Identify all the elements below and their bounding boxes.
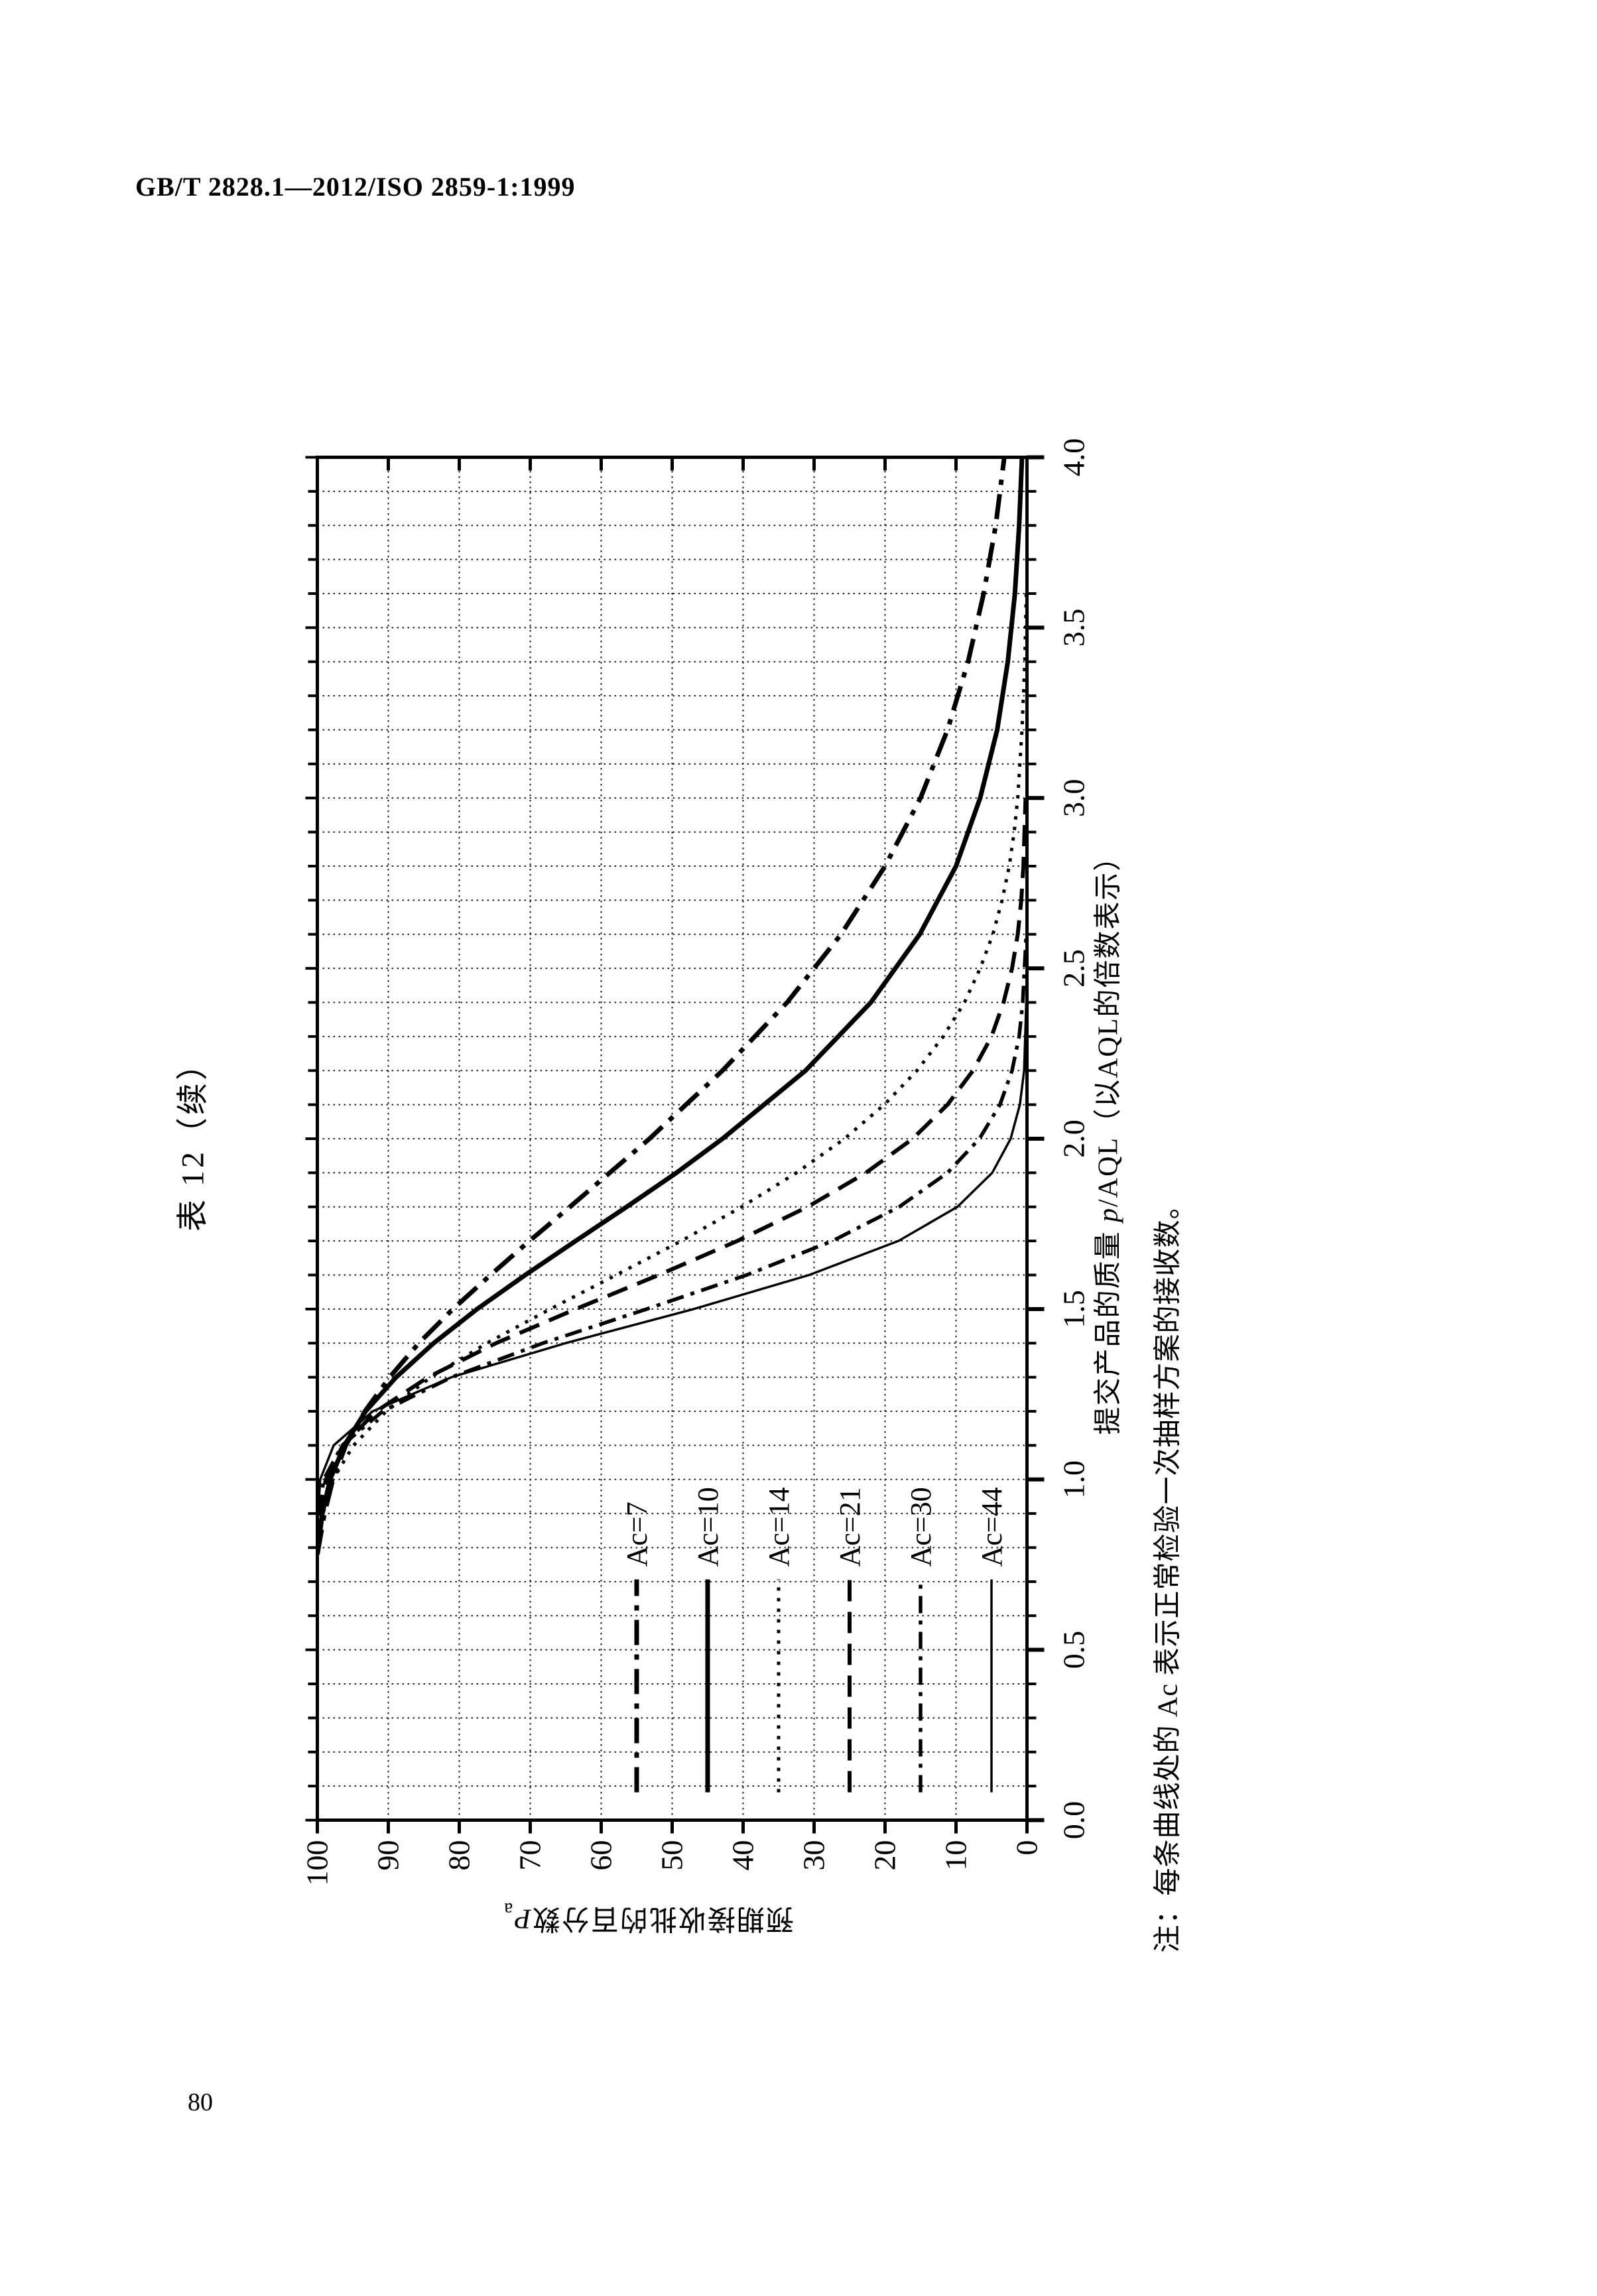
x-tick-label: 1.0 (1057, 1460, 1091, 1499)
chart-note: 注：每条曲线处的 Ac 表示正常检验一次抽样方案的接收数。 (1153, 1190, 1184, 1953)
legend-label-ac-10: Ac=10 (692, 1487, 724, 1566)
y-tick-label: 60 (584, 1840, 618, 1871)
y-tick-label: 80 (442, 1840, 476, 1871)
x-axis-title: 提交产品的质量 p/AQL（以AQL的倍数表示） (1086, 608, 1126, 1669)
y-tick-label: 50 (655, 1840, 689, 1871)
oc-curve-ac-21 (318, 798, 1026, 1548)
y-tick-label: 10 (939, 1840, 973, 1871)
legend-label-ac-44: Ac=44 (976, 1487, 1008, 1566)
x-tick-label: 3.0 (1057, 779, 1091, 818)
x-axis-title-prefix: 提交产品的质量 (1093, 1222, 1124, 1435)
y-tick-label: 30 (797, 1840, 831, 1871)
x-tick-label: 3.5 (1057, 609, 1091, 647)
x-tick-label: 4.0 (1057, 438, 1091, 477)
standard-number-header: GB/T 2828.1—2012/ISO 2859-1:1999 (135, 172, 576, 202)
legend-label-ac-14: Ac=14 (763, 1487, 795, 1566)
x-tick-label: 0.5 (1057, 1631, 1091, 1669)
y-axis-title-subscript: a (503, 1899, 513, 1921)
oc-curve-ac-44 (318, 1002, 1026, 1548)
page-number: 80 (188, 2088, 213, 2116)
legend-label-ac-30: Ac=30 (905, 1487, 937, 1566)
y-tick-label: 40 (726, 1840, 760, 1871)
y-tick-label: 20 (868, 1840, 902, 1871)
y-tick-label: 70 (513, 1840, 547, 1871)
oc-curve-ac-30 (318, 934, 1026, 1548)
y-axis-title-prefix: 预期接收批的百分数 (531, 1903, 794, 1934)
x-tick-label: 1.5 (1057, 1290, 1091, 1328)
x-axis-title-suffix: /AQL（以AQL的倍数表示） (1093, 842, 1124, 1207)
y-tick-label: 100 (300, 1840, 334, 1886)
chart-title: 表 12（续） (175, 1046, 211, 1232)
y-tick-label: 90 (371, 1840, 405, 1871)
x-tick-label: 2.5 (1057, 949, 1091, 988)
oc-curve-ac-14 (318, 593, 1026, 1555)
x-tick-label: 0.0 (1057, 1801, 1091, 1840)
oc-curve-ac-7 (318, 458, 1007, 1555)
y-axis-title-symbol: P (513, 1903, 531, 1934)
y-tick-label: 0 (1010, 1840, 1044, 1856)
x-tick-label: 2.0 (1057, 1119, 1091, 1158)
plot-border (316, 456, 1029, 1822)
x-axis-title-symbol: p (1093, 1206, 1124, 1222)
y-axis-title: 预期接收批的百分数Pa (397, 1899, 901, 1942)
legend-label-ac-7: Ac=7 (621, 1501, 653, 1566)
legend-label-ac-21: Ac=21 (834, 1487, 866, 1566)
oc-curve-chart-rotated: 0.0 0.5 1.0 1.5 2.0 2.5 3.0 3.5 4.0 100 90 80 70 60 50… (152, 398, 1246, 1960)
